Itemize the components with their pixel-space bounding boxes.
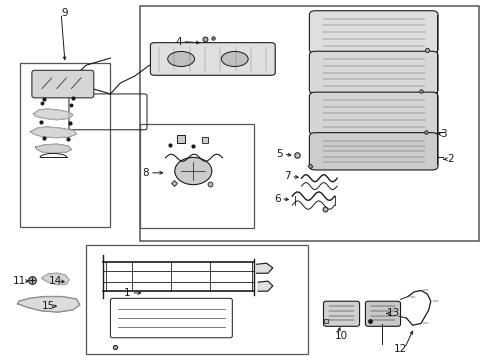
FancyBboxPatch shape bbox=[365, 301, 400, 326]
FancyBboxPatch shape bbox=[150, 42, 275, 75]
Text: 9: 9 bbox=[61, 8, 68, 18]
Text: 2: 2 bbox=[446, 154, 453, 164]
Polygon shape bbox=[31, 127, 76, 138]
Circle shape bbox=[174, 157, 211, 185]
Text: 1: 1 bbox=[124, 288, 130, 298]
Text: 11: 11 bbox=[13, 276, 26, 286]
FancyBboxPatch shape bbox=[309, 51, 437, 94]
Bar bbox=[86, 244, 307, 354]
Text: 4: 4 bbox=[175, 37, 182, 46]
Polygon shape bbox=[42, 273, 69, 285]
Polygon shape bbox=[36, 144, 71, 153]
Text: 10: 10 bbox=[334, 331, 347, 341]
Polygon shape bbox=[258, 281, 272, 291]
Text: 5: 5 bbox=[276, 149, 283, 159]
FancyBboxPatch shape bbox=[309, 92, 437, 135]
Text: 14: 14 bbox=[49, 276, 62, 286]
FancyBboxPatch shape bbox=[32, 70, 94, 98]
Polygon shape bbox=[18, 297, 80, 312]
Bar bbox=[140, 125, 254, 228]
FancyBboxPatch shape bbox=[309, 133, 437, 170]
Ellipse shape bbox=[167, 51, 194, 67]
Bar bbox=[140, 6, 478, 241]
Text: 13: 13 bbox=[386, 309, 399, 318]
Text: 12: 12 bbox=[393, 343, 407, 354]
Text: 7: 7 bbox=[284, 171, 290, 181]
Polygon shape bbox=[34, 109, 73, 120]
Ellipse shape bbox=[221, 51, 247, 67]
FancyBboxPatch shape bbox=[323, 301, 359, 326]
Text: 6: 6 bbox=[273, 194, 280, 204]
Text: 15: 15 bbox=[42, 301, 55, 311]
FancyBboxPatch shape bbox=[309, 11, 437, 53]
Polygon shape bbox=[256, 263, 272, 273]
Bar bbox=[20, 63, 110, 226]
Text: 8: 8 bbox=[142, 168, 149, 178]
Text: 3: 3 bbox=[439, 129, 446, 139]
